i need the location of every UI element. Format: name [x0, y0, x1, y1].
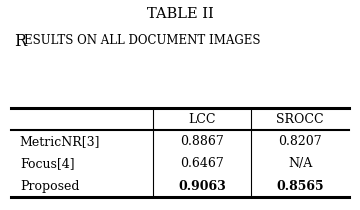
Text: R: R: [14, 33, 26, 50]
Text: Focus[4]: Focus[4]: [20, 158, 75, 171]
Text: MetricNR[3]: MetricNR[3]: [20, 135, 100, 148]
Text: 0.6467: 0.6467: [180, 158, 224, 171]
Text: Proposed: Proposed: [20, 180, 79, 193]
Text: 0.8207: 0.8207: [278, 135, 322, 148]
Text: TABLE II: TABLE II: [147, 7, 213, 21]
Text: SROCC: SROCC: [276, 113, 324, 126]
Text: 0.9063: 0.9063: [178, 180, 226, 193]
Text: 0.8565: 0.8565: [276, 180, 324, 193]
Text: 0.8867: 0.8867: [180, 135, 224, 148]
Text: N/A: N/A: [288, 158, 312, 171]
Text: LCC: LCC: [188, 113, 216, 126]
Text: ESULTS ON ALL DOCUMENT IMAGES: ESULTS ON ALL DOCUMENT IMAGES: [24, 34, 261, 47]
